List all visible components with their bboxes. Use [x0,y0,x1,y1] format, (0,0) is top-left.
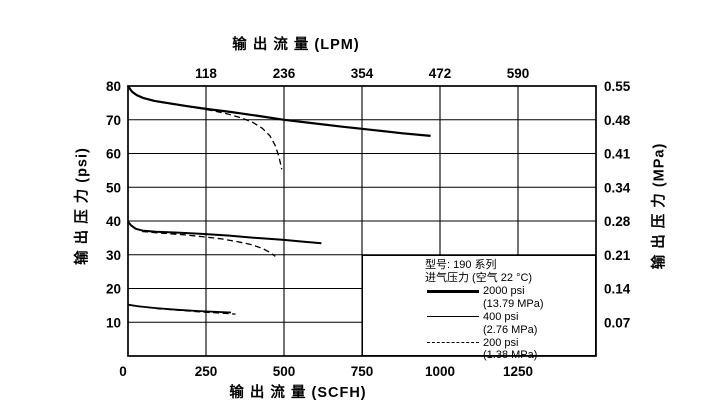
legend-entry-pressure: 2000 psi [483,285,525,297]
right-tick-label-0.41: 0.41 [604,147,631,162]
right-axis-title: 输 出 压 力 (MPa) [651,142,668,270]
legend-box: 型号: 190 系列 进气压力 (空气 22 °C) 2000 psi (13.… [362,255,596,361]
left-tick-label-70: 70 [106,113,121,128]
bottom-tick-label-1250: 1250 [503,364,533,379]
left-tick-label-40: 40 [106,214,121,229]
legend-line-sample-thick-solid [427,290,479,293]
legend-entry-mpa: (2.76 MPa) [483,324,538,336]
curve-set_80psi-solid [127,85,431,137]
bottom-tick-label-250: 250 [195,364,218,379]
right-tick-label-0.34: 0.34 [604,180,631,195]
right-tick-label-0.48: 0.48 [604,113,631,128]
right-tick-label-0.28: 0.28 [604,214,631,229]
top-tick-label-472: 472 [429,66,452,81]
left-axis-title: 输 出 压 力 (psi) [74,147,91,265]
legend-entry-pressure: 200 psi [483,337,519,349]
left-tick-label-20: 20 [106,282,121,297]
right-tick-label-0.55: 0.55 [604,79,631,94]
left-tick-label-30: 30 [106,248,121,263]
right-tick-label-0.07: 0.07 [604,315,630,330]
bottom-tick-label-750: 750 [351,364,374,379]
right-tick-label-0.21: 0.21 [604,248,631,263]
legend-entry-pressure: 400 psi [483,311,519,323]
top-tick-label-590: 590 [507,66,530,81]
left-tick-label-60: 60 [106,147,121,162]
bottom-axis-title: 输 出 流 量 (SCFH) [229,385,367,401]
top-tick-label-236: 236 [273,66,296,81]
plot-border [127,85,597,357]
left-tick-label-10: 10 [106,315,121,330]
curve-set_40psi-dashed [141,230,276,257]
bottom-tick-label-0: 0 [119,364,127,379]
top-axis-title: 输 出 流 量 (LPM) [232,37,360,53]
curve-set_15psi-solid [127,303,232,314]
legend-entry-mpa: (13.79 MPa) [483,298,544,310]
legend-line-sample-thin-solid [427,316,479,317]
legend-entry-mpa: (1.38 MPa) [483,349,538,361]
curve-set_40psi-solid [127,221,322,245]
top-tick-label-118: 118 [195,66,217,81]
right-tick-label-0.14: 0.14 [604,282,631,297]
left-tick-label-80: 80 [106,79,121,94]
curve-set_15psi-dashed [137,305,236,315]
legend-condition-text: 进气压力 (空气 22 °C) [425,272,533,284]
left-tick-label-50: 50 [106,180,121,195]
curve-set_80psi-dashed [132,92,283,170]
legend-line-sample-dashed [427,342,479,343]
legend-model-text: 型号: 190 系列 [425,259,497,271]
bottom-tick-label-1000: 1000 [425,364,455,379]
bottom-tick-label-500: 500 [273,364,296,379]
top-tick-label-354: 354 [351,66,374,81]
